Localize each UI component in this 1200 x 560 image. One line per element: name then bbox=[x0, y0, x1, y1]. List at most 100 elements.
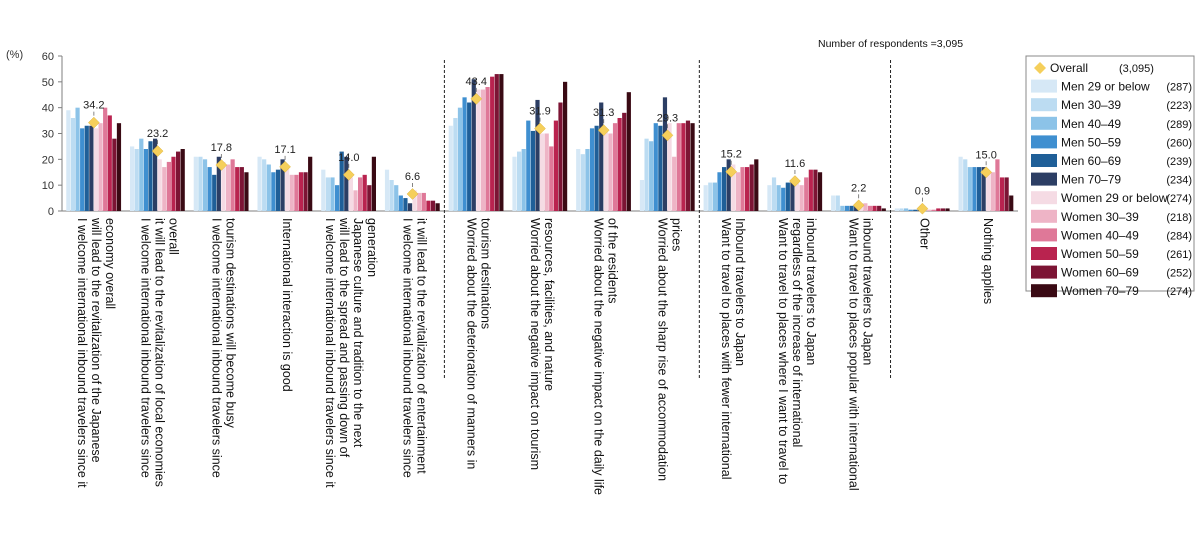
bar bbox=[831, 195, 836, 211]
legend-series-count: (287) bbox=[1166, 82, 1192, 94]
overall-markers: 34.2 23.2 17.8 17.1 14.0 6.6 43.4 31.9 31.3 29.3 1… bbox=[83, 76, 997, 215]
bar bbox=[353, 190, 358, 211]
category-label-line: Inbound travelers to Japan bbox=[733, 218, 747, 366]
bar bbox=[767, 185, 772, 211]
bar bbox=[1009, 195, 1014, 211]
legend-series-count: (274) bbox=[1166, 286, 1192, 298]
bar bbox=[927, 209, 932, 211]
bar bbox=[585, 149, 590, 211]
category-label-line: it will lead to the revitalization of en… bbox=[415, 218, 429, 474]
legend-swatch bbox=[1031, 116, 1057, 130]
bar bbox=[430, 200, 436, 211]
legend-swatch bbox=[1031, 172, 1057, 186]
bar bbox=[394, 185, 399, 211]
category-label: Worried about the negative impact on the… bbox=[592, 218, 620, 495]
bar bbox=[371, 156, 376, 211]
overall-value-label: 14.0 bbox=[338, 152, 359, 164]
bar bbox=[298, 172, 304, 211]
category-label-line: Worried about the negative impact on the… bbox=[592, 218, 606, 495]
bar bbox=[754, 159, 759, 211]
bar bbox=[603, 130, 608, 211]
category-label-line: Want to travel to places with fewer inte… bbox=[719, 218, 733, 479]
bar bbox=[70, 118, 76, 211]
bar bbox=[808, 169, 813, 211]
bar bbox=[148, 141, 153, 211]
legend-swatch bbox=[1031, 135, 1057, 149]
overall-value-label: 11.6 bbox=[785, 158, 806, 170]
bar bbox=[335, 185, 340, 211]
legend-series-label: Women 60–69 bbox=[1061, 266, 1139, 280]
category-label-line: Worried about the sharp rise of accommod… bbox=[656, 218, 670, 481]
bar bbox=[166, 161, 171, 211]
bar bbox=[112, 138, 117, 211]
overall-value-label: 0.9 bbox=[915, 186, 930, 198]
bar bbox=[840, 205, 845, 211]
overall-marker bbox=[215, 159, 228, 171]
overall-marker bbox=[916, 202, 929, 215]
category-label: Want to travel to places with fewer inte… bbox=[719, 218, 747, 479]
bar bbox=[599, 102, 604, 211]
bar bbox=[745, 167, 750, 211]
bars bbox=[66, 74, 1014, 211]
legend-swatch bbox=[1031, 98, 1057, 112]
overall-value-label: 15.0 bbox=[975, 149, 996, 161]
legend-swatch bbox=[1031, 79, 1057, 93]
bar bbox=[608, 133, 613, 211]
bar bbox=[617, 118, 622, 211]
bar bbox=[981, 167, 986, 211]
bar bbox=[690, 123, 695, 211]
bar bbox=[553, 120, 558, 211]
bar bbox=[84, 125, 89, 211]
category-label: I welcome international inbound traveler… bbox=[75, 217, 117, 488]
overall-marker bbox=[789, 175, 801, 187]
overall-marker bbox=[534, 122, 546, 135]
bar bbox=[239, 167, 244, 211]
bar bbox=[708, 182, 713, 211]
bar bbox=[667, 123, 672, 211]
category-label-line: of the residents bbox=[606, 218, 620, 303]
bar bbox=[717, 172, 722, 211]
bar bbox=[712, 182, 717, 211]
bar bbox=[494, 74, 499, 211]
bar bbox=[849, 205, 854, 211]
legend-series-label: Women 40–49 bbox=[1061, 228, 1139, 242]
bar bbox=[476, 89, 481, 211]
bar bbox=[321, 169, 326, 211]
y-tick-label: 30 bbox=[42, 129, 54, 141]
bar bbox=[740, 167, 745, 211]
bar bbox=[594, 125, 599, 211]
bar bbox=[612, 123, 618, 211]
bar bbox=[872, 205, 877, 211]
bar bbox=[544, 133, 549, 211]
category-label-line: inbound travelers to Japan bbox=[804, 218, 818, 365]
bar bbox=[216, 156, 221, 211]
legend-series-label: Men 70–79 bbox=[1061, 173, 1121, 187]
bar bbox=[348, 177, 353, 211]
bar bbox=[639, 180, 645, 211]
bar bbox=[358, 177, 363, 211]
legend-series-label: Men 40–49 bbox=[1061, 117, 1121, 131]
bar bbox=[940, 208, 945, 211]
bar bbox=[107, 115, 112, 211]
bar bbox=[703, 185, 708, 211]
overall-marker bbox=[852, 199, 865, 212]
legend-overall-swatch bbox=[1034, 62, 1046, 74]
category-label-line: regardless of the increase of internatio… bbox=[790, 218, 804, 447]
overall-marker bbox=[151, 145, 164, 157]
bar bbox=[817, 172, 823, 211]
legend-swatch bbox=[1031, 191, 1057, 205]
bar bbox=[116, 123, 122, 211]
category-label-line: generation bbox=[365, 218, 379, 277]
bar bbox=[877, 205, 882, 211]
bar bbox=[435, 203, 440, 211]
bar bbox=[558, 102, 563, 211]
bar bbox=[303, 172, 308, 211]
bar bbox=[330, 177, 335, 211]
bar bbox=[540, 133, 545, 211]
bar bbox=[308, 156, 313, 211]
bar bbox=[162, 167, 167, 211]
legend-series-count: (239) bbox=[1166, 156, 1192, 168]
bar bbox=[453, 118, 458, 211]
category-label: I welcome international inbound traveler… bbox=[323, 217, 379, 488]
category-label: Other bbox=[917, 218, 931, 249]
